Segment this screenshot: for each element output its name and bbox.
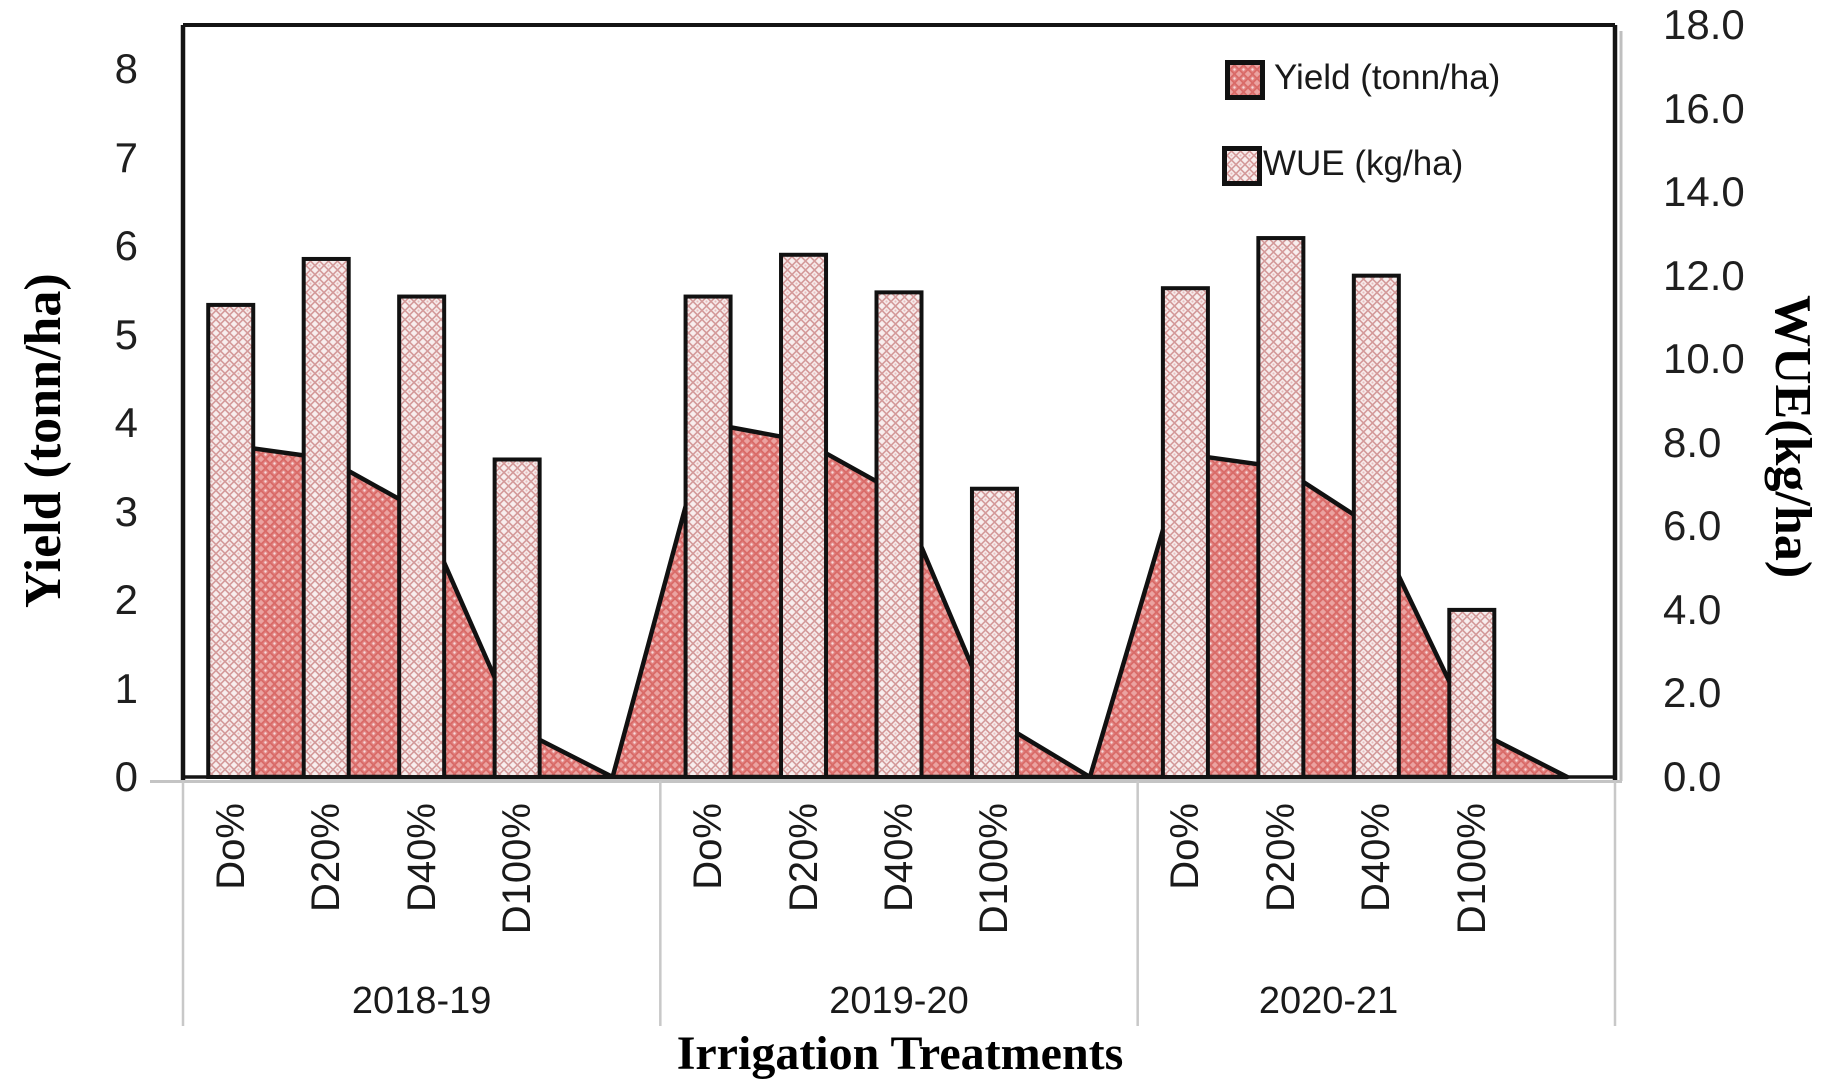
left-tick-3: 3 — [114, 487, 138, 535]
x-label-2018-19-D100%: D100% — [495, 803, 540, 935]
x-label-2018-19-D20%: D20% — [304, 803, 349, 912]
legend-label-yield: Yield (tonn/ha) — [1274, 58, 1501, 97]
wue-bar-2020-21-Do% — [1160, 286, 1210, 779]
wue-bar-2020-21-D100% — [1447, 607, 1497, 780]
right-tick-0.0: 0.0 — [1663, 753, 1722, 800]
left-tick-1: 1 — [114, 664, 138, 712]
x-label-2019-20-D40%: D40% — [877, 803, 921, 912]
left-tick-4: 4 — [114, 399, 138, 447]
x-label-2019-20-D100%: D100% — [972, 803, 1017, 935]
right-axis-title: WUE(kg/ha) — [1764, 295, 1821, 579]
right-tick-16.0: 16.0 — [1663, 84, 1745, 132]
right-tick-18.0: 18.0 — [1663, 1, 1745, 48]
right-tick-14.0: 14.0 — [1663, 168, 1745, 216]
wue-bar-2019-20-D100% — [969, 486, 1019, 779]
wue-bar-2019-20-D20% — [779, 252, 829, 779]
legend-swatch-yield — [1225, 60, 1265, 100]
wue-bar-2020-21-D20% — [1256, 236, 1306, 780]
left-tick-2: 2 — [114, 576, 138, 624]
x-label-2020-21-Do%: Do% — [1163, 803, 1208, 890]
wue-bar-2019-20-D40% — [874, 290, 924, 779]
wue-bar-2019-20-Do% — [683, 294, 733, 779]
right-tick-2.0: 2.0 — [1663, 669, 1722, 717]
left-tick-8: 8 — [114, 45, 138, 93]
right-tick-10.0: 10.0 — [1663, 335, 1745, 383]
right-tick-6.0: 6.0 — [1663, 502, 1722, 550]
left-tick-0: 0 — [114, 753, 138, 800]
left-axis-title: Yield (tonn/ha) — [15, 273, 72, 608]
wue-bar-2018-19-D20% — [301, 256, 351, 779]
x-label-2019-20-Do%: Do% — [686, 803, 731, 890]
wue-bar-2018-19-D40% — [397, 294, 447, 779]
x-label-2018-19-Do%: Do% — [208, 803, 253, 890]
left-tick-6: 6 — [114, 222, 138, 270]
x-label-2020-21-D100%: D100% — [1449, 803, 1494, 935]
wue-bar-2020-21-D40% — [1351, 273, 1401, 779]
year-label-2018-19: 2018-19 — [351, 980, 492, 1022]
legend-label-wue: WUE (kg/ha) — [1263, 144, 1464, 183]
wue-bar-2018-19-D100% — [492, 457, 542, 779]
wue-bar-2018-19-Do% — [206, 302, 256, 779]
x-label-2019-20-D20%: D20% — [781, 803, 826, 912]
legend-swatch-wue — [1222, 146, 1262, 186]
year-label-2020-21: 2020-21 — [1258, 980, 1399, 1022]
right-tick-12.0: 12.0 — [1663, 251, 1745, 299]
x-label-2020-21-D20%: D20% — [1258, 803, 1303, 912]
x-label-2018-19-D40%: D40% — [399, 803, 444, 912]
left-tick-5: 5 — [114, 310, 138, 358]
right-tick-4.0: 4.0 — [1663, 585, 1722, 633]
x-axis-title: Irrigation Treatments — [676, 1027, 1124, 1080]
left-tick-7: 7 — [114, 133, 138, 181]
right-tick-8.0: 8.0 — [1663, 418, 1722, 466]
year-label-2019-20: 2019-20 — [829, 980, 969, 1022]
x-label-2020-21-D40%: D40% — [1354, 803, 1399, 912]
